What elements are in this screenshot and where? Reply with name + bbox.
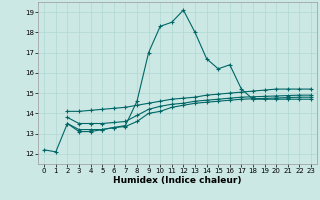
X-axis label: Humidex (Indice chaleur): Humidex (Indice chaleur): [113, 176, 242, 185]
